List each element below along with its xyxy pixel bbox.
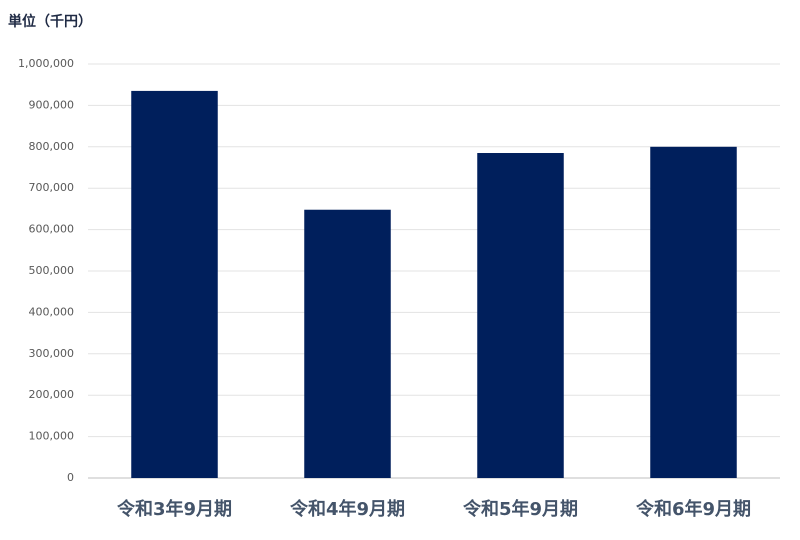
x-tick-label: 令和5年9月期: [462, 498, 578, 520]
y-tick-label: 800,000: [29, 140, 75, 153]
x-tick-label: 令和3年9月期: [116, 498, 232, 520]
y-tick-label: 200,000: [29, 388, 75, 401]
x-tick-label: 令和6年9月期: [635, 498, 751, 520]
bar: [477, 153, 564, 478]
y-tick-label: 700,000: [29, 181, 75, 194]
y-tick-label: 1,000,000: [18, 57, 74, 70]
chart-title: 単位（千円）: [8, 13, 92, 30]
y-tick-label: 0: [67, 471, 74, 484]
y-tick-label: 300,000: [29, 347, 75, 360]
bar: [131, 90, 218, 478]
x-tick-label: 令和4年9月期: [289, 498, 405, 520]
y-tick-label: 100,000: [29, 430, 75, 443]
y-tick-label: 900,000: [29, 98, 75, 111]
y-tick-label: 600,000: [29, 223, 75, 236]
bar: [304, 209, 391, 478]
y-tick-label: 400,000: [29, 305, 75, 318]
y-tick-label: 500,000: [29, 264, 75, 277]
bar: [650, 146, 737, 479]
